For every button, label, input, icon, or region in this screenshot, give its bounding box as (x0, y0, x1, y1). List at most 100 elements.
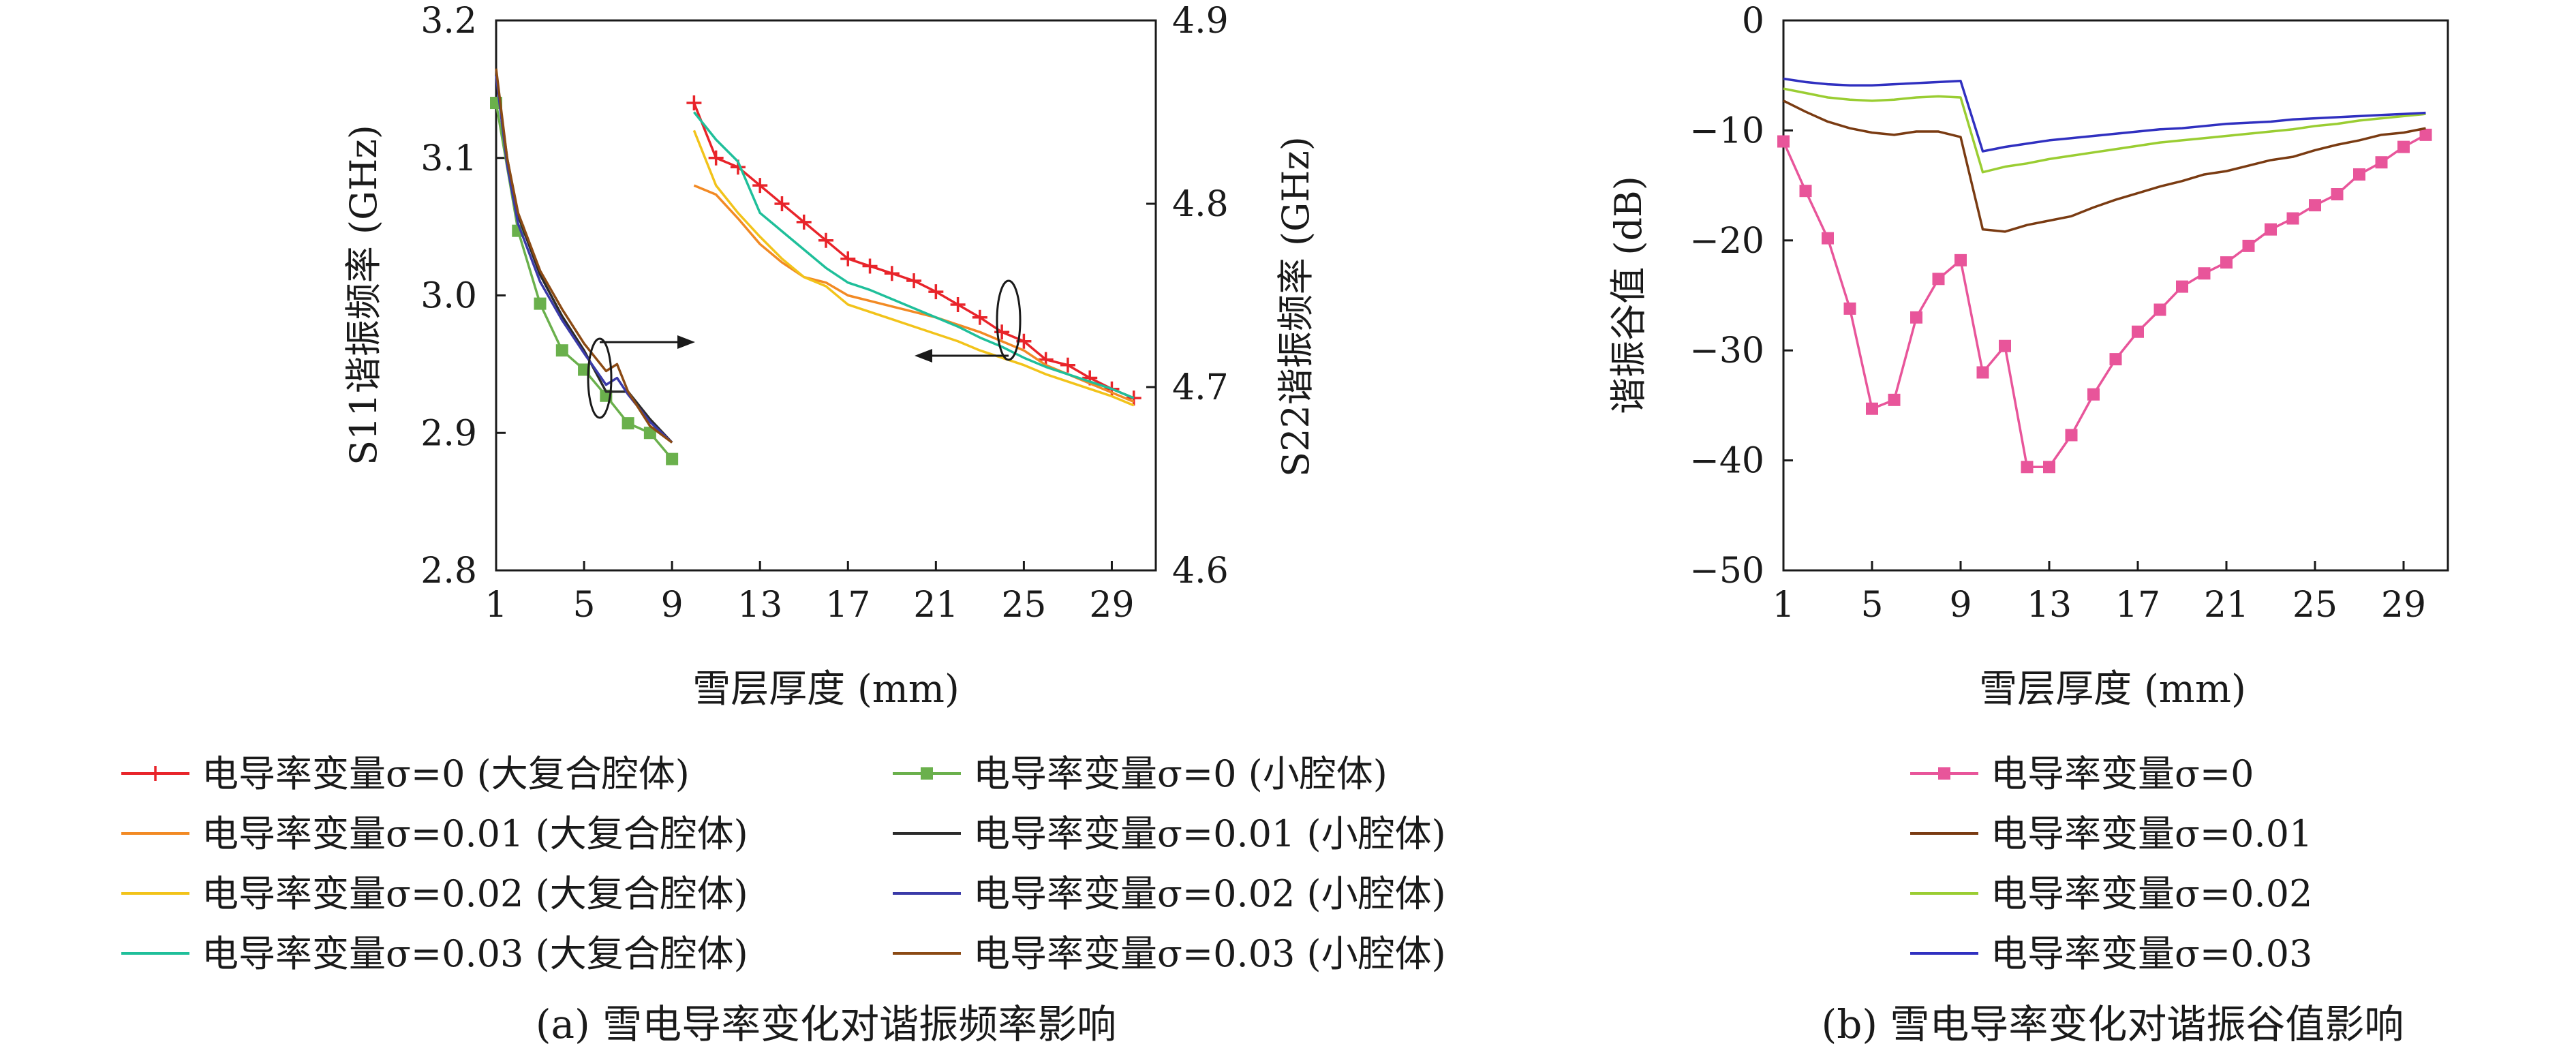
y-tick-label: 2.8 (420, 551, 477, 592)
y-tick-label: 0 (1742, 1, 1764, 42)
x-tick-label: 17 (825, 585, 870, 626)
data-point-plus (686, 95, 702, 111)
data-point-plus (950, 296, 966, 312)
series-1 (495, 75, 673, 444)
y-tick-label: −10 (1689, 110, 1764, 151)
data-point-square (2309, 199, 2321, 212)
y-tick-label: 4.6 (1172, 551, 1229, 592)
data-point-plus (796, 214, 812, 230)
chart-b-caption: (b) 雪电导率变化对谐振谷值影响 (1822, 1001, 2404, 1047)
x-tick-label: 1 (1772, 585, 1794, 626)
data-point-square (2198, 267, 2211, 280)
x-tick-label: 17 (2115, 585, 2160, 626)
chart-b-plot-frame (1782, 19, 2449, 572)
data-point-square (2220, 256, 2233, 269)
data-point-square (1822, 232, 1834, 245)
chart-a-annotation-right (915, 279, 1022, 363)
data-point-square (921, 767, 933, 780)
series-6 (692, 129, 1135, 407)
data-point-plus (972, 309, 987, 325)
chart-a-y-axis-label-right: S22谐振频率 (GHz) (1274, 136, 1317, 477)
y-tick-label: −20 (1689, 221, 1764, 262)
data-point-square (2419, 128, 2432, 141)
series-line (693, 111, 1135, 399)
data-point-square (2043, 461, 2055, 474)
series-line (495, 68, 673, 444)
x-tick-label: 29 (2381, 585, 2426, 626)
chart-a-plot-frame (495, 19, 1157, 572)
data-point-square (2176, 280, 2188, 293)
data-point-square (666, 452, 679, 465)
annotation-ellipse (996, 279, 1022, 361)
data-point-square (2265, 223, 2277, 236)
legend-label: 电导率变量σ=0.02 (大复合腔体) (202, 872, 748, 915)
chart-b-x-ticks: 1 5 9 13 17 21 25 29 (1772, 561, 2426, 626)
data-point-plus (818, 232, 833, 248)
data-point-square (1888, 393, 1901, 406)
legend-label: 电导率变量σ=0.01 (小腔体) (973, 812, 1446, 855)
chart-a: 2.8 2.9 3.0 3.1 3.2 4.6 4.7 4.8 4.9 1 5 9 13 17 21 25… (121, 1, 1446, 1047)
series-4 (686, 95, 1141, 406)
legend-label: 电导率变量σ=0.03 (小腔体) (973, 932, 1446, 975)
series-3 (1783, 77, 2426, 153)
annotation-arrow-head (677, 335, 695, 349)
data-point-square (1799, 185, 1812, 198)
data-point-square (2021, 461, 2034, 474)
series-2 (495, 75, 673, 444)
data-point-square (1866, 402, 1878, 415)
data-point-square (622, 417, 634, 430)
y-tick-label: −50 (1689, 551, 1764, 592)
data-point-plus (752, 178, 768, 194)
legend-item: 电导率变量σ=0.02 (大复合腔体) (121, 872, 748, 915)
legend-label: 电导率变量σ=0.02 (小腔体) (973, 872, 1446, 915)
x-tick-label: 29 (1089, 585, 1134, 626)
legend-label: 电导率变量σ=0 (大复合腔体) (202, 752, 690, 795)
x-tick-label: 21 (2204, 585, 2249, 626)
series-0 (1777, 128, 2432, 474)
legend-label: 电导率变量σ=0.03 (1991, 932, 2312, 975)
series-0 (490, 97, 679, 465)
legend-item: 电导率变量σ=0 (小腔体) (893, 752, 1387, 795)
x-tick-label: 25 (1001, 585, 1046, 626)
legend-item: 电导率变量σ=0 (大复合腔体) (121, 752, 690, 795)
data-point-square (2353, 168, 2365, 181)
x-tick-label: 13 (2027, 585, 2072, 626)
series-2 (1783, 87, 2426, 174)
chart-a-x-axis-label: 雪层厚度 (mm) (692, 667, 960, 711)
series-line (1783, 87, 2426, 174)
y-tick-label: 3.0 (420, 276, 477, 317)
data-point-square (1999, 339, 2011, 352)
data-point-square (2109, 353, 2122, 366)
legend-label: 电导率变量σ=0.02 (1991, 872, 2312, 915)
y-tick-label: 4.9 (1172, 1, 1229, 42)
x-tick-label: 5 (1860, 585, 1883, 626)
data-point-plus (928, 284, 944, 300)
data-point-square (2397, 140, 2410, 153)
series-line (495, 75, 673, 444)
chart-b-x-axis-label: 雪层厚度 (mm) (1979, 667, 2246, 711)
chart-a-y-axis-label-left: S11谐振频率 (GHz) (342, 125, 385, 465)
series-line (495, 102, 673, 460)
chart-a-caption: (a) 雪电导率变化对谐振频率影响 (536, 1001, 1116, 1047)
legend-item: 电导率变量σ=0.02 (小腔体) (893, 872, 1446, 915)
legend-label: 电导率变量σ=0.03 (大复合腔体) (202, 932, 748, 975)
y-tick-label: 4.7 (1172, 367, 1229, 408)
legend-label: 电导率变量σ=0 (1991, 752, 2254, 795)
data-point-square (2132, 325, 2144, 338)
data-point-square (1938, 767, 1950, 780)
x-tick-label: 9 (661, 585, 684, 626)
data-point-square (534, 297, 547, 310)
series-7 (693, 111, 1135, 399)
series-3 (495, 68, 673, 444)
annotation-ellipse (587, 337, 613, 419)
data-point-square (2242, 239, 2255, 252)
legend-item: 电导率变量σ=0 (1910, 752, 2254, 795)
x-tick-label: 1 (485, 585, 507, 626)
series-line (1783, 77, 2426, 153)
chart-b-legend: 电导率变量σ=0 电导率变量σ=0.01 电导率变量σ=0.02 电导率变量σ=0.0… (1910, 752, 2312, 975)
series-line (1782, 134, 2427, 469)
y-tick-label: 3.2 (420, 1, 477, 42)
chart-b-y-ticks: 0 −10 −20 −30 −40 −50 (1689, 1, 1793, 592)
data-point-plus (774, 196, 790, 211)
data-point-plus (840, 251, 856, 266)
